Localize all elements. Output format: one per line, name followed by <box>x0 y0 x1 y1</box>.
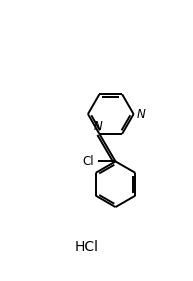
Text: N: N <box>136 108 145 121</box>
Text: HCl: HCl <box>75 240 99 254</box>
Text: N: N <box>94 120 103 133</box>
Text: Cl: Cl <box>82 155 94 168</box>
